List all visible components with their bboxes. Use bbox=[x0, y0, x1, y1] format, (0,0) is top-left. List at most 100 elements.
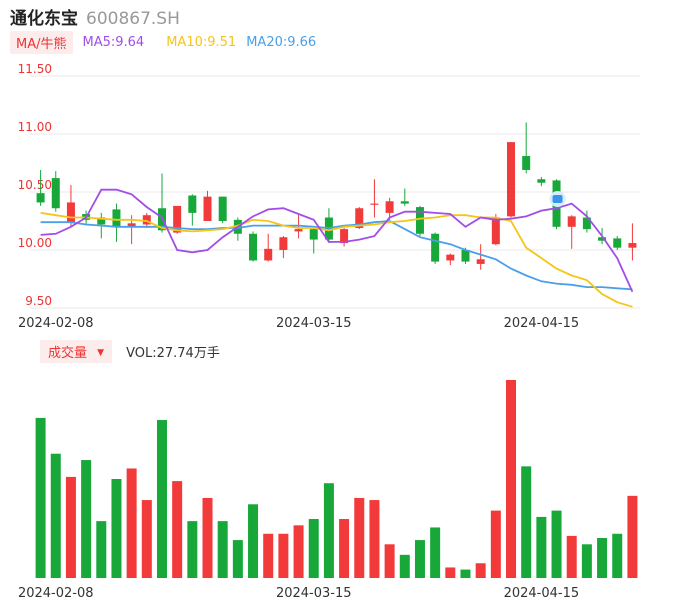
candle-body bbox=[188, 195, 197, 213]
y-tick-label: 10.50 bbox=[18, 178, 52, 192]
candle-body bbox=[491, 217, 500, 245]
y-tick-label: 10.00 bbox=[18, 236, 52, 250]
volume-bar bbox=[399, 554, 410, 578]
volume-bar bbox=[566, 535, 577, 578]
candle-body bbox=[294, 229, 303, 232]
x-tick-label: 2024-03-15 bbox=[276, 316, 352, 331]
volume-bar bbox=[126, 468, 137, 578]
candle-body bbox=[340, 229, 349, 244]
candle-body bbox=[431, 233, 440, 262]
volume-bar bbox=[521, 466, 532, 578]
volume-bar bbox=[278, 533, 289, 578]
y-tick-label: 11.50 bbox=[18, 62, 52, 76]
candle-body bbox=[613, 238, 622, 248]
candle-body bbox=[264, 248, 273, 261]
volume-bar bbox=[156, 420, 167, 578]
volume-bar bbox=[232, 540, 243, 578]
candle-body bbox=[36, 193, 45, 203]
y-tick-label: 11.00 bbox=[18, 120, 52, 134]
volume-bar bbox=[490, 510, 501, 578]
candle-body bbox=[567, 216, 576, 227]
candle-body bbox=[173, 205, 182, 233]
candle-body bbox=[537, 179, 546, 183]
volume-bar bbox=[551, 510, 562, 578]
candle-body bbox=[127, 223, 136, 227]
volume-bar bbox=[581, 544, 592, 578]
volume-x-tick-label: 2024-03-15 bbox=[276, 586, 352, 601]
volume-bar bbox=[475, 563, 486, 578]
candle-body bbox=[415, 207, 424, 234]
volume-bar bbox=[506, 380, 517, 578]
x-tick-label: 2024-02-08 bbox=[18, 316, 94, 331]
ma10-line bbox=[40, 212, 633, 308]
volume-bar bbox=[430, 527, 441, 578]
ma5-line bbox=[40, 188, 634, 293]
ma10-value: MA10:9.51 bbox=[166, 34, 237, 50]
volume-bar bbox=[187, 521, 198, 578]
candle-body bbox=[400, 201, 409, 204]
volume-x-tick-label: 2024-02-08 bbox=[18, 586, 94, 601]
volume-bar bbox=[202, 497, 213, 578]
volume-bar bbox=[627, 495, 638, 578]
volume-bar bbox=[65, 476, 76, 578]
volume-bar bbox=[81, 460, 92, 578]
candle-body bbox=[598, 237, 607, 241]
candle-body bbox=[582, 217, 591, 230]
stock-name: 通化东宝 bbox=[10, 9, 78, 29]
volume-bar bbox=[597, 537, 608, 578]
candle-body bbox=[203, 196, 212, 221]
volume-bar bbox=[354, 497, 365, 578]
volume-bar bbox=[263, 533, 274, 578]
volume-bar bbox=[35, 417, 46, 578]
ma20-value: MA20:9.66 bbox=[246, 34, 317, 50]
volume-bar bbox=[460, 569, 471, 578]
candle-body bbox=[385, 201, 394, 213]
ma5-value: MA5:9.64 bbox=[82, 34, 145, 50]
volume-bar bbox=[308, 519, 319, 578]
candle-body bbox=[249, 233, 258, 261]
volume-bar bbox=[414, 540, 425, 578]
y-tick-label: 9.50 bbox=[25, 294, 52, 308]
candle-body bbox=[355, 208, 364, 228]
candle-body bbox=[218, 196, 227, 221]
stock-code: 600867.SH bbox=[86, 9, 180, 29]
volume-bar bbox=[248, 504, 259, 578]
ma-legend: MA/牛熊 MA5:9.64 MA10:9.51 MA20:9.66 bbox=[10, 30, 316, 54]
volume-legend: 成交量 ▼ VOL:27.74万手 bbox=[40, 339, 220, 363]
volume-bar bbox=[217, 521, 228, 578]
candle-body bbox=[51, 178, 60, 209]
dropdown-arrow-icon: ▼ bbox=[97, 347, 105, 358]
volume-bar bbox=[50, 453, 61, 578]
volume-bar bbox=[293, 525, 304, 578]
volume-x-tick-label: 2024-04-15 bbox=[504, 586, 580, 601]
volume-tag-label: 成交量 bbox=[48, 345, 88, 361]
event-marker-badge bbox=[552, 194, 563, 203]
stock-header: 通化东宝 600867.SH bbox=[10, 4, 180, 29]
x-tick-label: 2024-04-15 bbox=[504, 316, 580, 331]
volume-bar bbox=[445, 567, 456, 578]
candle-body bbox=[507, 142, 516, 217]
candle-body bbox=[142, 215, 151, 225]
candle-body bbox=[446, 254, 455, 261]
volume-indicator-tag[interactable]: 成交量 ▼ bbox=[40, 339, 113, 363]
ma20-line bbox=[40, 220, 633, 291]
volume-bar bbox=[384, 544, 395, 578]
candle-body bbox=[522, 156, 531, 170]
candle-body bbox=[476, 259, 485, 264]
volume-bar bbox=[536, 516, 547, 578]
volume-bar bbox=[612, 533, 623, 578]
volume-bar bbox=[141, 500, 152, 578]
volume-bar bbox=[369, 500, 380, 578]
candle-body bbox=[279, 237, 288, 250]
volume-bar bbox=[323, 483, 334, 578]
candle-body bbox=[461, 250, 470, 262]
volume-bar bbox=[111, 479, 122, 578]
candle-body bbox=[309, 229, 318, 240]
volume-bar bbox=[172, 481, 183, 578]
candle-body bbox=[628, 243, 637, 248]
volume-bar bbox=[96, 521, 107, 578]
candle-body bbox=[97, 217, 106, 225]
ma-indicator-tag[interactable]: MA/牛熊 bbox=[10, 30, 73, 54]
volume-bar bbox=[339, 519, 350, 578]
